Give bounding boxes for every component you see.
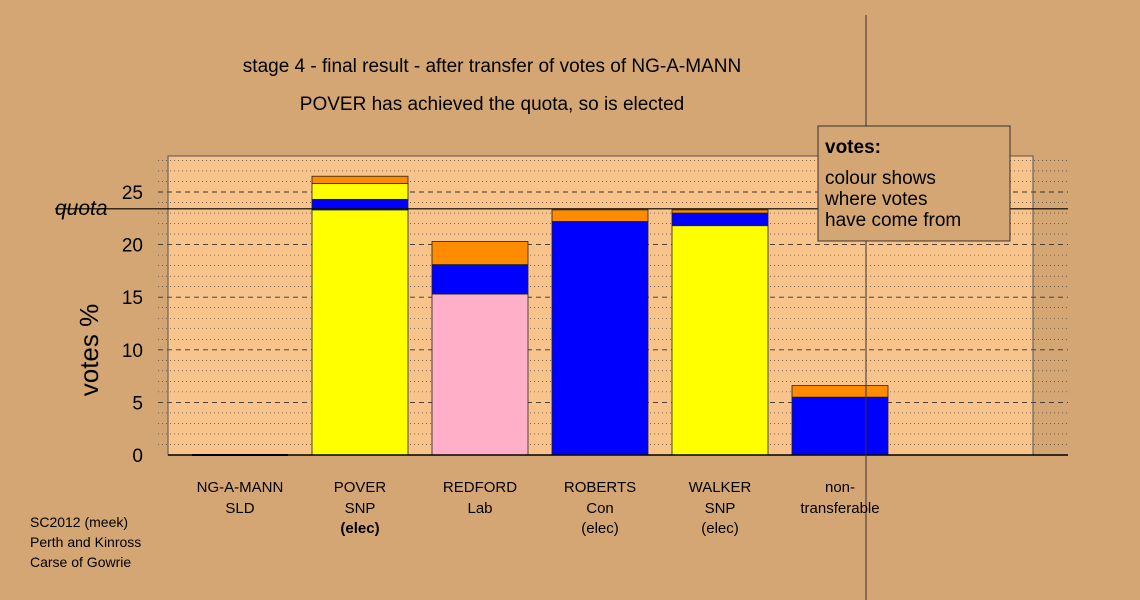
bar-segment-roberts-1	[551, 209, 649, 222]
bars	[191, 175, 889, 456]
bar-segment-redford-2	[431, 241, 529, 265]
bar-segment-non--1	[791, 385, 889, 398]
bar-segment-pover-2	[311, 183, 409, 200]
y-tick-label: 25	[122, 183, 143, 204]
x-label-party: SNP	[705, 500, 736, 517]
x-label-party: SNP	[345, 500, 376, 517]
x-label-status: (elec)	[701, 520, 739, 537]
x-tick-labels: NG-A-MANN SLD POVER SNP (elec) REDFORD Lab ROBE…	[197, 479, 880, 537]
y-tick-labels: 0 5 10 15 20 25	[122, 183, 143, 467]
y-axis-label: votes %	[74, 304, 104, 397]
footer-note: SC2012 (meek) Perth and Kinross Carse of…	[30, 514, 141, 570]
footer-line: SC2012 (meek)	[30, 514, 128, 530]
legend-line: have come from	[825, 210, 961, 231]
quota-label: quota	[55, 197, 108, 220]
bar-segment-non--0	[791, 396, 889, 456]
x-label-party: Con	[586, 500, 614, 517]
bar-segment-walker-2	[671, 209, 769, 214]
bar-segment-pover-3	[311, 175, 409, 184]
x-label-party: Lab	[467, 500, 492, 517]
legend-line: where votes	[824, 189, 927, 210]
bar-segment-walker-0	[671, 225, 769, 456]
x-label-name: NG-A-MANN	[197, 479, 284, 496]
y-tick-label: 15	[122, 288, 143, 309]
bar-segment-roberts-0	[551, 221, 649, 456]
chart-title: stage 4 - final result - after transfer …	[243, 56, 741, 77]
legend-frame	[817, 125, 1011, 242]
y-tick-label: 10	[122, 341, 143, 362]
x-label-party: transferable	[800, 500, 879, 517]
footer-line: Carse of Gowrie	[30, 554, 131, 570]
bar-segment-redford-1	[431, 264, 529, 295]
bar-segment-redford-0	[431, 293, 529, 456]
x-label-name: REDFORD	[443, 479, 517, 496]
x-label-name: POVER	[334, 479, 387, 496]
x-label-name: non-	[825, 479, 855, 496]
y-tick-label: 5	[132, 393, 143, 414]
legend-line: colour shows	[825, 168, 936, 189]
x-label-name: ROBERTS	[564, 479, 636, 496]
legend-box: votes: colour shows where votes have com…	[817, 125, 1011, 242]
x-label-status: (elec)	[340, 520, 379, 537]
y-tick-label: 20	[122, 236, 143, 257]
x-label-name: WALKER	[689, 479, 752, 496]
legend-title: votes:	[825, 137, 881, 158]
footer-line: Perth and Kinross	[30, 534, 141, 550]
x-label-status: (elec)	[581, 520, 619, 537]
chart-subtitle: POVER has achieved the quota, so is elec…	[300, 94, 684, 115]
bar-segment-pover-0	[311, 209, 409, 456]
y-tick-label: 0	[132, 446, 143, 467]
x-label-party: SLD	[225, 500, 254, 517]
bar-segment-walker-1	[671, 212, 769, 227]
